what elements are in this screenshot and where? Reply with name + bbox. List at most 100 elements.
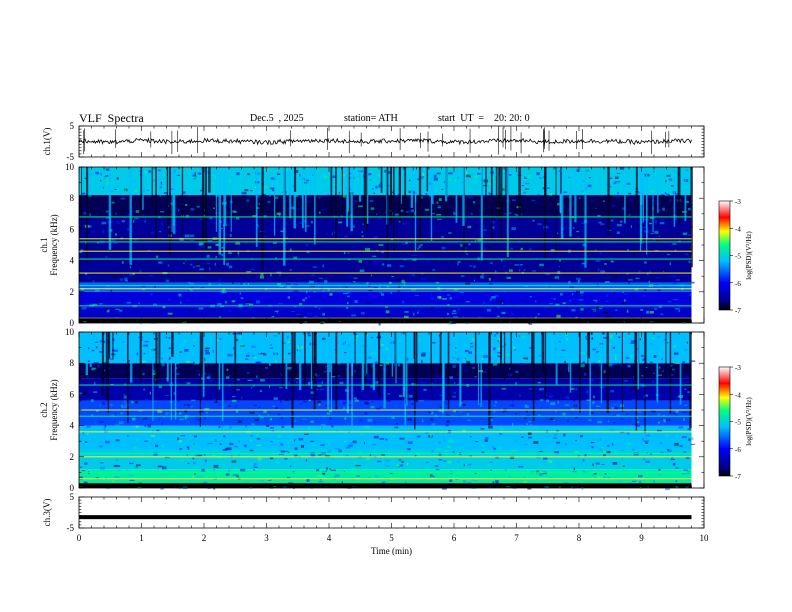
- sferic: [415, 332, 418, 403]
- speckle: [434, 375, 440, 378]
- speckle: [528, 322, 533, 325]
- speckle: [185, 335, 187, 337]
- sferic: [657, 167, 659, 214]
- speckle: [296, 313, 301, 316]
- speckle: [276, 315, 280, 319]
- speckle: [269, 441, 274, 443]
- y-axis-label: Frequency (kHz): [49, 214, 59, 275]
- speckle: [623, 380, 628, 382]
- speckle: [440, 234, 445, 236]
- speckle: [99, 303, 104, 305]
- speckle: [323, 371, 327, 373]
- sferic: [218, 167, 222, 255]
- speckle: [367, 173, 372, 176]
- speckle: [449, 479, 453, 482]
- speckle: [421, 297, 425, 300]
- speckle: [240, 297, 244, 300]
- speckle: [633, 375, 635, 378]
- speckle: [313, 315, 319, 317]
- speckle: [562, 412, 566, 416]
- speckle: [323, 175, 328, 179]
- speckle: [351, 314, 356, 317]
- speckle: [494, 404, 496, 407]
- speckle: [482, 371, 487, 373]
- speckle: [142, 372, 145, 376]
- speckle: [149, 274, 154, 277]
- speckle: [84, 272, 88, 275]
- speckle: [351, 282, 355, 284]
- speckle: [371, 336, 374, 339]
- sferic: [589, 332, 591, 416]
- speckle: [342, 194, 346, 198]
- colorbar-tick-label: -3: [735, 198, 741, 206]
- speckle: [152, 372, 157, 376]
- speckle: [679, 473, 682, 476]
- speckle: [134, 446, 138, 449]
- speckle: [372, 443, 376, 446]
- speckle: [114, 233, 118, 236]
- speckle: [385, 459, 390, 463]
- speckle: [663, 365, 666, 368]
- speckle: [449, 297, 453, 300]
- speckle: [537, 270, 543, 274]
- speckle: [106, 179, 109, 181]
- sferic: [127, 332, 129, 423]
- sferic: [309, 167, 312, 196]
- speckle: [611, 473, 614, 476]
- speckle: [390, 364, 393, 366]
- speckle: [96, 449, 100, 451]
- speckle: [497, 299, 503, 303]
- speckle: [528, 273, 531, 275]
- speckle: [163, 192, 168, 194]
- speckle: [473, 481, 478, 485]
- speckle: [94, 180, 96, 184]
- speckle: [511, 227, 516, 230]
- sferic: [574, 167, 577, 223]
- speckle: [642, 333, 644, 336]
- speckle: [514, 264, 519, 266]
- speckle: [129, 266, 131, 269]
- psd-band-2: [79, 449, 692, 470]
- sferic: [330, 332, 333, 413]
- speckle: [280, 372, 284, 376]
- speckle: [277, 413, 281, 416]
- speckle: [323, 481, 325, 484]
- speckle: [497, 352, 502, 354]
- speckle: [501, 188, 505, 191]
- speckle: [478, 315, 483, 318]
- sferic: [155, 167, 157, 239]
- speckle: [161, 367, 163, 370]
- speckle: [79, 250, 82, 254]
- speckle: [199, 167, 203, 170]
- sferic: [621, 332, 623, 412]
- speckle: [632, 423, 634, 426]
- sferic: [498, 167, 501, 219]
- speckle: [429, 417, 434, 421]
- sferic: [678, 167, 681, 225]
- speckle: [458, 416, 462, 418]
- speckle: [243, 444, 247, 448]
- speckle: [143, 457, 148, 460]
- speckle: [274, 273, 280, 276]
- speckle: [677, 315, 682, 317]
- speckle: [151, 293, 153, 296]
- speckle: [373, 435, 379, 439]
- speckle: [138, 302, 140, 304]
- speckle: [607, 444, 610, 447]
- speckle: [571, 293, 574, 295]
- speckle: [287, 451, 290, 454]
- sferic: [684, 167, 687, 221]
- speckle: [496, 418, 499, 421]
- sferic: [503, 332, 506, 382]
- speckle: [522, 314, 525, 317]
- speckle: [226, 376, 230, 379]
- speckle: [227, 184, 233, 187]
- speckle: [348, 404, 353, 407]
- speckle: [689, 293, 692, 296]
- y-tick-label: 4: [70, 256, 75, 266]
- sferic: [293, 332, 296, 379]
- speckle: [298, 316, 303, 319]
- speckle: [434, 465, 439, 467]
- speckle: [590, 168, 595, 171]
- speckle: [88, 173, 94, 176]
